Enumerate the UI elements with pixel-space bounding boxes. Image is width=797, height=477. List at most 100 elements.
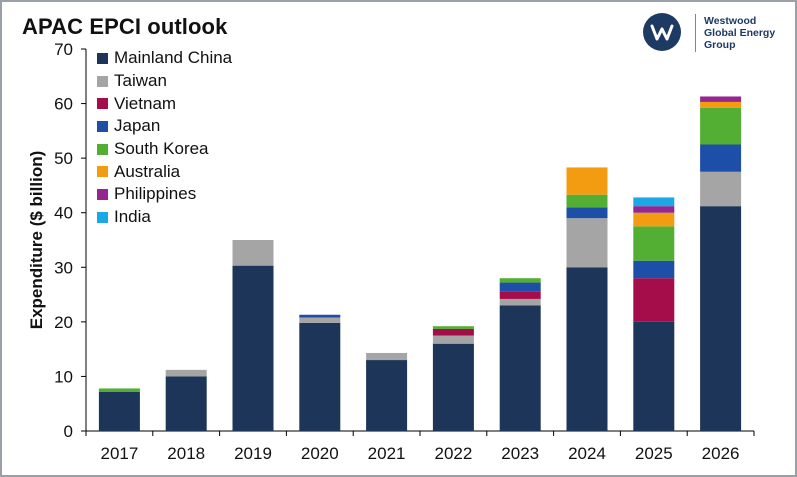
bar-segment-japan [499,282,541,292]
legend-swatch [97,98,108,110]
chart-legend: Mainland China Taiwan Vietnam Japan South Ko… [97,47,232,229]
x-tick-label: 2021 [368,444,406,463]
legend-swatch [97,166,108,178]
logo-line-1: Westwood [704,15,757,27]
x-tick-label: 2017 [100,444,138,463]
y-axis: 0 10 20 30 40 50 60 70 [54,40,87,441]
bar-segment-australia [633,212,675,227]
bar-segment-australia [566,167,608,195]
bar-segment-philippines [700,96,742,102]
legend-label: Mainland China [114,48,233,68]
legend-item: India [97,206,232,229]
bar-segment-taiwan [700,171,742,207]
x-tick-label: 2020 [301,444,339,463]
x-tick-label: 2022 [434,444,472,463]
logo-line-3: Group [704,39,736,51]
bar-segment-japan [700,144,742,172]
bar-segment-taiwan [165,369,207,377]
legend-swatch [97,143,108,155]
bar-segment-india [633,197,675,207]
bar-segment-mainland-china [98,391,140,431]
bar-segment-taiwan [566,218,608,268]
bar-stack-2022 [432,326,474,431]
y-tick-label: 50 [54,149,73,168]
bars [98,96,742,431]
bar-stack-2020 [299,314,341,431]
legend-item: Vietnam [97,92,232,115]
x-tick-label: 2019 [234,444,272,463]
legend-item: Philippines [97,183,232,206]
bar-segment-taiwan [499,298,541,306]
y-tick-label: 70 [54,40,73,59]
bar-segment-mainland-china [432,343,474,431]
y-tick-label: 30 [54,258,73,277]
bar-segment-taiwan [432,335,474,344]
bar-segment-mainland-china [499,305,541,431]
bar-segment-mainland-china [366,360,408,431]
logo-line-2: Global Energy [704,27,776,39]
bar-segment-mainland-china [165,376,207,431]
y-tick-label: 10 [54,367,73,386]
bar-segment-south-korea [432,326,474,329]
legend-swatch [97,75,108,87]
legend-label: South Korea [114,139,209,159]
legend-swatch [97,120,108,132]
bar-segment-taiwan [366,352,408,361]
w-monogram-icon [643,13,681,51]
bar-stack-2017 [98,388,140,431]
y-axis-label: Expenditure ($ billion) [27,151,46,330]
bar-stack-2025 [633,197,675,431]
bar-stack-2024 [566,167,608,431]
chart-title: APAC EPCI outlook [22,14,228,39]
legend-swatch [97,52,108,64]
legend-label: Australia [114,161,181,181]
y-tick-label: 40 [54,204,73,223]
x-tick-label: 2025 [635,444,673,463]
legend-item: South Korea [97,138,232,161]
legend-item: Australia [97,160,232,183]
bar-segment-south-korea [566,194,608,208]
y-tick-label: 0 [64,422,73,441]
legend-label: Philippines [114,184,197,204]
bar-stack-2019 [232,240,274,431]
x-tick-label: 2018 [167,444,205,463]
x-axis: 2017 2018 2019 2020 2021 2022 2023 2024 2025 2026 [85,430,755,463]
westwood-logo: Westwood Global Energy Group [640,10,780,58]
bar-segment-mainland-china [633,321,675,431]
bar-segment-japan [566,207,608,219]
bar-segment-mainland-china [299,322,341,431]
y-tick-label: 60 [54,95,73,114]
bar-segment-vietnam [499,291,541,299]
bar-segment-mainland-china [700,206,742,431]
bar-stack-2018 [165,369,207,431]
bar-segment-vietnam [633,278,675,322]
bar-segment-taiwan [232,240,274,266]
legend-item: Japan [97,115,232,138]
bar-stack-2023 [499,278,541,431]
bar-stack-2021 [366,352,408,431]
bar-segment-taiwan [299,317,341,323]
legend-label: India [114,207,151,227]
x-tick-label: 2024 [568,444,606,463]
x-tick-label: 2026 [702,444,740,463]
bar-stack-2026 [700,96,742,431]
legend-label: Japan [114,116,161,136]
logo-divider [695,14,696,52]
bar-segment-philippines [633,206,675,213]
legend-swatch [97,211,108,223]
bar-segment-mainland-china [566,267,608,431]
bar-segment-japan [299,314,341,318]
legend-item: Taiwan [97,70,232,93]
bar-segment-vietnam [432,328,474,336]
bar-segment-south-korea [499,278,541,283]
bar-segment-south-korea [633,226,675,261]
bar-segment-south-korea [98,388,140,392]
legend-item: Mainland China [97,47,232,70]
x-tick-label: 2023 [501,444,539,463]
legend-swatch [97,188,108,200]
y-tick-label: 20 [54,313,73,332]
legend-label: Taiwan [114,71,167,91]
legend-label: Vietnam [114,93,177,113]
logo-wordmark: Westwood Global Energy Group [704,15,775,51]
